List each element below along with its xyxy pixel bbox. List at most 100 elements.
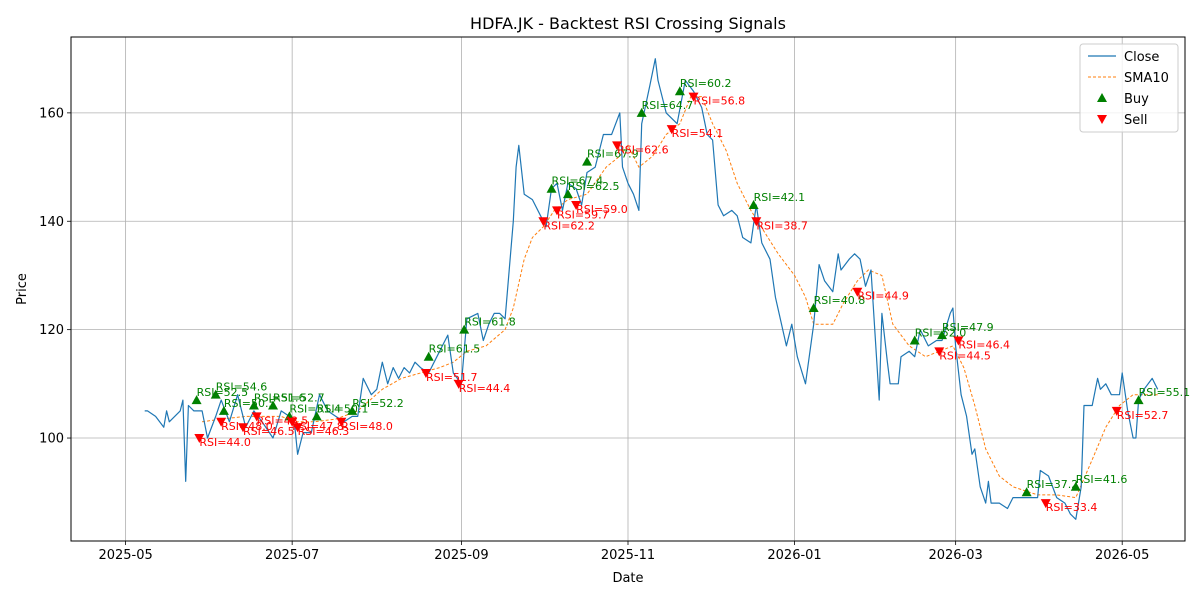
buy-marker <box>582 156 593 166</box>
buy-marker <box>674 86 685 96</box>
buy-rsi-label: RSI=51.6 <box>254 392 306 405</box>
sell-rsi-label: RSI=46.3 <box>298 425 350 438</box>
legend-sell-label: Sell <box>1124 113 1147 128</box>
series <box>144 58 1159 520</box>
sell-rsi-label: RSI=46.5 <box>243 425 295 438</box>
sell-rsi-label: RSI=48.0 <box>341 420 393 433</box>
buy-marker <box>936 330 947 340</box>
signal-annotations: RSI=52.5RSI=54.6RSI=50.5RSI=51.6RSI=52.7… <box>197 77 1191 514</box>
buy-rsi-label: RSI=55.1 <box>1139 386 1191 399</box>
sell-rsi-label: RSI=44.0 <box>199 436 251 449</box>
legend: Close SMA10 Buy Sell <box>1079 43 1179 133</box>
sell-marker <box>292 423 303 433</box>
legend-box <box>1079 43 1179 133</box>
sell-marker <box>612 141 623 151</box>
sell-marker <box>751 217 762 227</box>
x-axis-label: Date <box>612 571 643 586</box>
buy-rsi-label: RSI=42.1 <box>754 191 806 204</box>
y-tick-label: 100 <box>39 432 64 447</box>
sell-marker <box>666 125 677 135</box>
sell-marker <box>1040 499 1051 509</box>
sell-rsi-label: RSI=44.5 <box>939 349 991 362</box>
legend-close-label: Close <box>1124 50 1159 65</box>
buy-marker <box>1133 395 1144 405</box>
buy-rsi-label: RSI=67.4 <box>552 175 604 188</box>
buy-marker <box>347 405 358 415</box>
buy-rsi-label: RSI=37.2 <box>1027 478 1079 491</box>
buy-marker <box>1021 487 1032 497</box>
sell-rsi-label: RSI=59.7 <box>557 208 609 221</box>
x-tick-label: 2026-01 <box>767 548 821 563</box>
buy-rsi-label: RSI=52.2 <box>352 397 404 410</box>
sell-rsi-label: RSI=48.5 <box>257 414 309 427</box>
sell-rsi-label: RSI=48.0 <box>221 420 273 433</box>
legend-buy-label: Buy <box>1124 92 1149 107</box>
sell-marker <box>538 217 549 227</box>
sell-rsi-label: RSI=56.8 <box>694 95 746 108</box>
sell-marker <box>336 417 347 427</box>
sell-rsi-label: RSI=62.6 <box>617 143 669 156</box>
sell-marker <box>571 201 582 210</box>
buy-marker <box>748 200 759 209</box>
buy-marker <box>909 335 920 345</box>
buy-rsi-label: RSI=54.6 <box>216 381 268 394</box>
sell-rsi-label: RSI=62.2 <box>543 219 595 232</box>
close-line <box>144 58 1159 520</box>
x-tick-label: 2025-05 <box>98 548 152 563</box>
buy-rsi-label: RSI=41.6 <box>1076 473 1128 486</box>
sell-rsi-label: RSI=44.4 <box>459 382 511 395</box>
y-axis-label: Price <box>15 273 30 305</box>
sell-marker <box>453 379 464 389</box>
chart-title: HDFA.JK - Backtest RSI Crossing Signals <box>470 14 786 33</box>
sell-marker <box>1111 406 1122 416</box>
x-tick-label: 2025-11 <box>601 548 655 563</box>
legend-sma-label: SMA10 <box>1124 71 1169 86</box>
x-tick-label: 2025-09 <box>434 548 488 563</box>
legend-buy-marker <box>1097 93 1107 102</box>
x-tick-label: 2025-07 <box>265 548 319 563</box>
buy-marker <box>1070 481 1081 491</box>
signal-markers <box>191 86 1144 509</box>
buy-marker <box>636 107 647 117</box>
y-tick-label: 120 <box>39 323 64 338</box>
sell-marker <box>852 287 863 297</box>
ticks: 2025-05 2025-07 2025-09 2025-11 2026-01 2026-… <box>39 106 1149 563</box>
buy-rsi-label: RSI=52.0 <box>915 326 967 339</box>
sell-rsi-label: RSI=54.1 <box>672 127 724 140</box>
sell-rsi-label: RSI=52.7 <box>1117 409 1169 422</box>
sell-rsi-label: RSI=44.9 <box>857 290 909 303</box>
sell-marker <box>953 336 964 346</box>
buy-rsi-label: RSI=52.5 <box>197 386 249 399</box>
x-tick-label: 2026-05 <box>1095 548 1149 563</box>
sell-rsi-label: RSI=38.7 <box>756 219 808 232</box>
buy-marker <box>191 395 202 405</box>
grid <box>71 37 1185 541</box>
buy-marker <box>562 189 573 199</box>
buy-marker <box>546 183 557 193</box>
sell-marker <box>216 417 227 427</box>
buy-rsi-label: RSI=40.8 <box>814 294 866 307</box>
buy-rsi-label: RSI=50.5 <box>224 397 276 410</box>
buy-marker <box>210 389 221 399</box>
sell-rsi-label: RSI=59.0 <box>576 203 628 216</box>
sell-rsi-label: RSI=46.4 <box>958 338 1010 351</box>
sell-marker <box>688 92 699 102</box>
buy-marker <box>459 324 470 334</box>
sma10-line <box>202 96 1158 499</box>
buy-rsi-label: RSI=64.7 <box>642 99 694 112</box>
buy-rsi-label: RSI=60.2 <box>680 77 732 90</box>
sell-marker <box>552 206 563 216</box>
sell-rsi-label: RSI=47.8 <box>292 420 344 433</box>
buy-rsi-label: RSI=61.8 <box>464 316 516 329</box>
buy-marker <box>311 411 322 421</box>
buy-rsi-label: RSI=62.5 <box>568 180 620 193</box>
sell-rsi-label: RSI=51.7 <box>426 371 478 384</box>
buy-rsi-label: RSI=50.1 <box>317 402 369 415</box>
y-tick-label: 140 <box>39 215 64 230</box>
buy-marker <box>423 351 434 361</box>
buy-rsi-label: RSI=51.4 <box>289 402 341 415</box>
buy-rsi-label: RSI=52.7 <box>273 392 325 405</box>
sell-marker <box>934 347 945 357</box>
